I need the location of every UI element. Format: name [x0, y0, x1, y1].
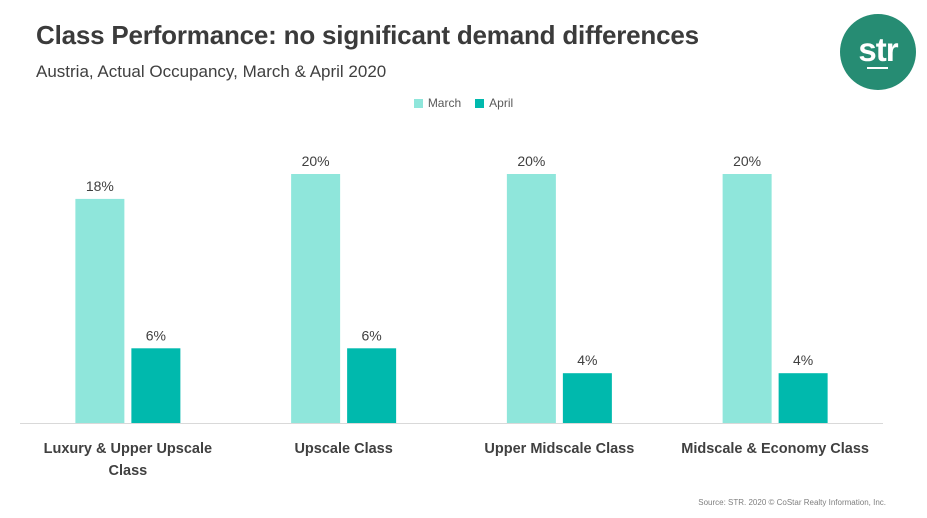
data-label-march-1: 18%	[86, 178, 114, 194]
category-label-3: Upper Midscale Class	[484, 441, 634, 457]
str-logo-underline	[867, 67, 888, 69]
category-label-4: Midscale & Economy Class	[681, 441, 869, 457]
bar-march-1	[75, 198, 125, 423]
legend-label-march: March	[427, 96, 462, 110]
data-label-april-2: 6%	[362, 327, 382, 343]
chart-title: Class Performance: no significant demand…	[36, 20, 699, 50]
bar-march-4	[722, 174, 772, 423]
chart-legend: March April	[0, 96, 927, 110]
data-label-april-3: 4%	[577, 352, 597, 368]
category-label-1-line-1: Luxury & Upper Upscale	[44, 441, 212, 457]
bar-march-2	[291, 174, 341, 423]
str-logo-text: str	[858, 31, 898, 68]
source-note: Source: STR. 2020 © CoStar Realty Inform…	[698, 498, 886, 507]
legend-item-march: March	[413, 96, 462, 110]
data-label-march-4: 20%	[733, 153, 761, 169]
legend-swatch-march	[413, 98, 423, 108]
bar-april-2	[347, 348, 397, 423]
bar-april-1	[131, 348, 181, 423]
legend-item-april: April	[475, 96, 513, 110]
data-label-april-1: 6%	[146, 327, 166, 343]
chart-subtitle: Austria, Actual Occupancy, March & April…	[36, 62, 387, 81]
data-label-march-3: 20%	[517, 153, 545, 169]
category-label-1-line-2: Class	[109, 463, 148, 479]
bar-april-3	[562, 373, 612, 423]
bar-april-4	[778, 373, 828, 423]
data-label-april-4: 4%	[793, 352, 813, 368]
legend-swatch-april	[475, 98, 485, 108]
data-label-march-2: 20%	[302, 153, 330, 169]
category-label-2: Upscale Class	[294, 441, 392, 457]
str-logo: str	[840, 14, 916, 90]
legend-label-april: April	[489, 96, 514, 110]
bar-march-3	[506, 174, 556, 423]
